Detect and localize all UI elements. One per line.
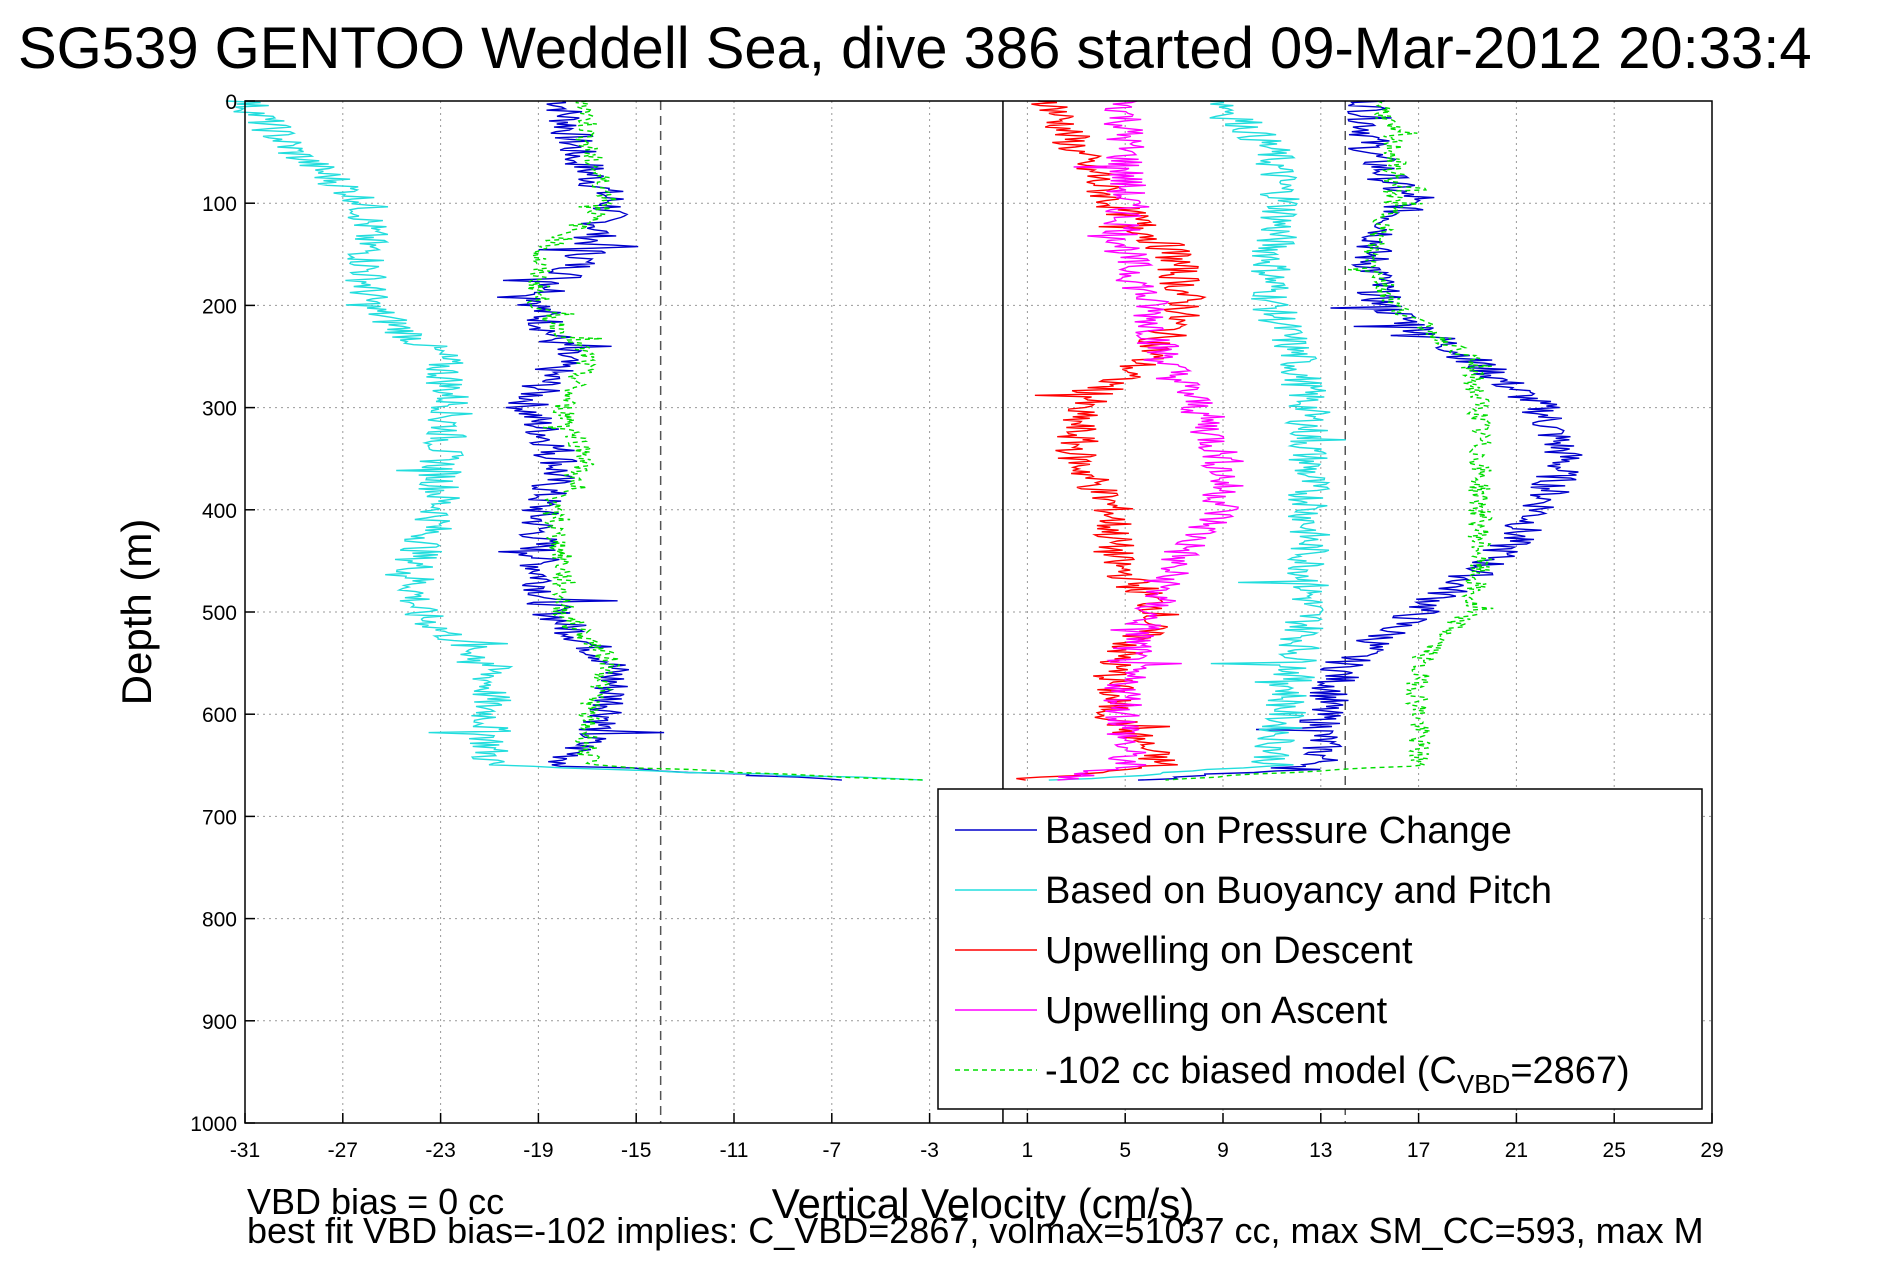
legend-entry: Based on Pressure Change [1045, 810, 1512, 852]
x-tick-label: -7 [822, 1139, 841, 1162]
x-tick-label: 17 [1407, 1139, 1430, 1162]
legend: Based on Pressure Change Based on Buoyanc… [938, 789, 1702, 1109]
x-tick-label: 25 [1603, 1139, 1626, 1162]
legend-entry: Upwelling on Descent [1045, 930, 1413, 972]
y-tick-label: 300 [202, 398, 237, 421]
y-tick-label: 100 [202, 193, 237, 216]
x-tick-label: -27 [328, 1139, 358, 1162]
y-tick-label: 800 [202, 909, 237, 932]
y-tick-label: 500 [202, 602, 237, 625]
y-tick-label: 1000 [190, 1113, 237, 1136]
y-tick-label: 0 [225, 91, 237, 114]
y-axis-label: Depth (m) [113, 519, 160, 706]
x-tick-label: 9 [1217, 1139, 1229, 1162]
x-tick-label: 29 [1700, 1139, 1723, 1162]
chart-title: SG539 GENTOO Weddell Sea, dive 386 start… [18, 16, 1812, 81]
y-tick-label: 400 [202, 500, 237, 523]
x-tick-label: 13 [1309, 1139, 1332, 1162]
y-tick-label: 600 [202, 704, 237, 727]
x-tick-label: -23 [425, 1139, 455, 1162]
y-tick-label: 900 [202, 1011, 237, 1034]
x-tick-label: -11 [720, 1139, 749, 1162]
x-tick-label: 5 [1119, 1139, 1131, 1162]
x-tick-label: -15 [621, 1139, 651, 1162]
footnote-best-fit: best fit VBD bias=-102 implies: C_VBD=28… [247, 1210, 1704, 1251]
y-tick-label: 200 [202, 295, 237, 318]
legend-entry: Based on Buoyancy and Pitch [1045, 870, 1552, 912]
legend-entry: Upwelling on Ascent [1045, 990, 1388, 1032]
x-tick-label: -19 [523, 1139, 553, 1162]
x-tick-label: 21 [1505, 1139, 1528, 1162]
x-tick-label: 1 [1022, 1139, 1034, 1162]
x-tick-label: -31 [230, 1139, 260, 1162]
legend-entry: -102 cc biased model (CVBD=2867) [1045, 1050, 1630, 1099]
y-tick-label: 700 [202, 806, 237, 829]
x-tick-label: -3 [920, 1139, 939, 1162]
